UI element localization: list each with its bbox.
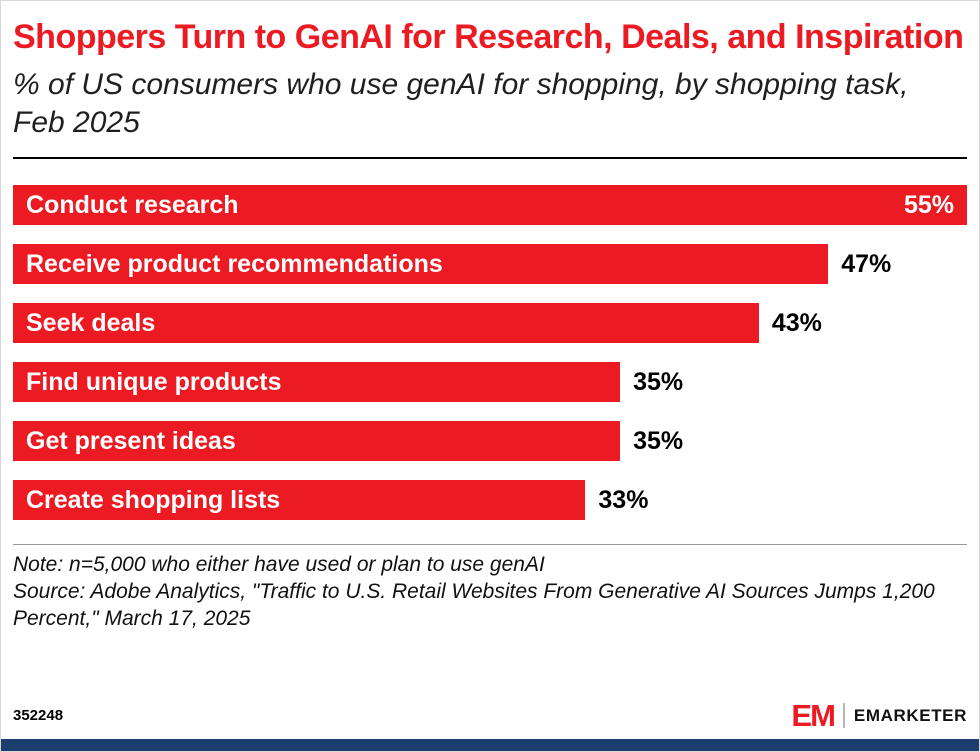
footnotes: Note: n=5,000 who either have used or pl…	[13, 552, 967, 633]
bar-value-label: 47%	[841, 249, 892, 278]
chart-content: Shoppers Turn to GenAI for Research, Dea…	[1, 1, 979, 739]
emarketer-logo: EM EMARKETER	[791, 700, 967, 731]
bar-category-label: Get present ideas	[26, 426, 236, 455]
bar-chart: Conduct research 55% Receive product recom…	[13, 185, 967, 521]
bar-value-label: 35%	[633, 367, 684, 396]
brand-name: EMARKETER	[853, 705, 967, 725]
bar-category-label: Seek deals	[26, 308, 156, 337]
bar-value-label: 33%	[598, 485, 649, 514]
bar-category-label: Conduct research	[26, 190, 239, 219]
bar-category-label: Create shopping lists	[26, 485, 281, 514]
bar: Receive product recommendations	[13, 244, 829, 285]
bar-row: Find unique products 35%	[13, 362, 967, 403]
footer: 352248 EM EMARKETER	[13, 700, 967, 739]
chart-id: 352248	[13, 707, 64, 724]
bar-category-label: Receive product recommendations	[26, 249, 443, 278]
emarketer-monogram-icon: EM	[791, 698, 835, 733]
chart-title: Shoppers Turn to GenAI for Research, Dea…	[13, 18, 964, 56]
note-text: Note: n=5,000 who either have used or pl…	[13, 553, 545, 577]
bar-value-label: 55%	[903, 190, 954, 219]
bar-row: Seek deals 43%	[13, 303, 967, 344]
footnote-divider	[13, 544, 967, 546]
bar-row: Get present ideas 35%	[13, 421, 967, 462]
bar: Create shopping lists	[13, 480, 586, 521]
bar-row: Conduct research 55%	[13, 185, 967, 226]
bar: Seek deals	[13, 303, 759, 344]
logo-divider	[842, 703, 845, 728]
bar-value-label: 43%	[771, 308, 822, 337]
source-text: Source: Adobe Analytics, "Traffic to U.S…	[13, 580, 935, 631]
footer-accent-bar	[1, 739, 979, 751]
chart-subtitle: % of US consumers who use genAI for shop…	[13, 68, 909, 139]
bar: Find unique products	[13, 362, 621, 403]
bar-value-label: 35%	[633, 426, 684, 455]
bar-row: Create shopping lists 33%	[13, 480, 967, 521]
bar: Get present ideas	[13, 421, 621, 462]
header-divider	[13, 157, 967, 160]
bar-row: Receive product recommendations 47%	[13, 244, 967, 285]
bar: Conduct research 55%	[13, 185, 967, 226]
bar-category-label: Find unique products	[26, 367, 282, 396]
